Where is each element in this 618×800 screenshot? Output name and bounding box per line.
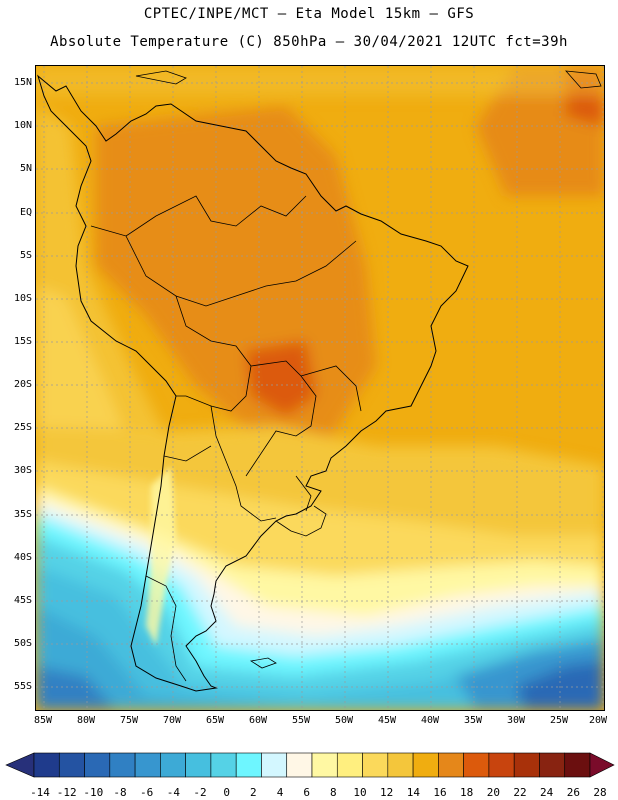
colorbar-swatch bbox=[438, 752, 464, 778]
lat-label: 25S bbox=[13, 422, 32, 433]
colorbar-under-arrow bbox=[5, 752, 35, 778]
colorbar-swatch bbox=[488, 752, 515, 778]
colorbar-tick-label: 24 bbox=[540, 786, 554, 799]
lat-label: 20S bbox=[13, 379, 32, 390]
lat-label: 10S bbox=[13, 293, 32, 304]
colorbar-tick-label: 4 bbox=[276, 786, 284, 799]
colorbar-swatch bbox=[412, 752, 439, 778]
lat-label: 30S bbox=[13, 465, 32, 476]
lon-label: 40W bbox=[420, 715, 440, 726]
colorbar-swatches bbox=[5, 752, 615, 778]
colorbar-tick-label: 6 bbox=[303, 786, 310, 799]
lat-label: 15S bbox=[13, 336, 32, 347]
colorbar-tick-label: -6 bbox=[140, 786, 154, 799]
colorbar-swatch bbox=[539, 752, 566, 778]
lat-label: 50S bbox=[13, 638, 32, 649]
colorbar-swatch bbox=[564, 752, 591, 778]
colorbar-tick-label: -10 bbox=[83, 786, 104, 799]
colorbar-swatch bbox=[286, 752, 313, 778]
colorbar-tick-label: 0 bbox=[223, 786, 230, 799]
temp-band-14-west bbox=[36, 286, 131, 446]
lat-label: 45S bbox=[13, 595, 32, 606]
colorbar-tick-label: 26 bbox=[566, 786, 580, 799]
colorbar-tick-label: 2 bbox=[250, 786, 257, 799]
colorbar-tick-label: -14 bbox=[30, 786, 50, 799]
lat-label: 40S bbox=[13, 552, 32, 563]
lon-label: 65W bbox=[205, 715, 225, 726]
colorbar-swatch bbox=[84, 752, 111, 778]
lon-label: 55W bbox=[291, 715, 311, 726]
colorbar-swatch bbox=[33, 752, 60, 778]
lon-label: 75W bbox=[119, 715, 139, 726]
lon-label: 60W bbox=[248, 715, 268, 726]
colorbar-swatch bbox=[160, 752, 186, 778]
graticule bbox=[36, 66, 604, 710]
colorbar-tick-label: -4 bbox=[166, 786, 180, 799]
lat-label: 35S bbox=[13, 509, 32, 520]
temp-band-m10-e bbox=[516, 661, 604, 710]
temp-band-m8-sw bbox=[36, 666, 116, 710]
colorbar-tick-label: 12 bbox=[380, 786, 394, 799]
colorbar-swatch bbox=[387, 752, 414, 778]
temp-band-22-core bbox=[246, 341, 316, 416]
caribbean-islands bbox=[135, 70, 187, 85]
colorbar-swatch bbox=[311, 752, 338, 778]
lon-label: 50W bbox=[334, 715, 354, 726]
country-borders bbox=[90, 195, 362, 682]
lon-label: 20W bbox=[588, 715, 608, 726]
colorbar-tick-label: 28 bbox=[593, 786, 607, 799]
colorbar-tick-label: 16 bbox=[433, 786, 447, 799]
temperature-field bbox=[36, 66, 604, 710]
colorbar-swatch bbox=[261, 752, 288, 778]
colorbar-tick-label: 20 bbox=[486, 786, 500, 799]
lon-label: 45W bbox=[377, 715, 397, 726]
lat-label: 10N bbox=[13, 120, 32, 131]
south-america-coastline bbox=[37, 74, 469, 692]
lat-label: 5S bbox=[19, 250, 32, 261]
title-line-2: Absolute Temperature (C) 850hPa – 30/04/… bbox=[50, 34, 568, 50]
andes-cool-streak bbox=[146, 466, 176, 646]
lat-label: EQ bbox=[19, 207, 32, 218]
colorbar-swatch bbox=[362, 752, 389, 778]
colorbar-tick-label: -8 bbox=[113, 786, 127, 799]
temp-band-m2 bbox=[36, 566, 604, 710]
lat-label: 15N bbox=[13, 77, 32, 88]
colorbar-swatch bbox=[58, 752, 85, 778]
title-line-1: CPTEC/INPE/MCT – Eta Model 15km – GFS bbox=[143, 6, 475, 22]
lon-label: 70W bbox=[162, 715, 182, 726]
falkland-islands bbox=[249, 657, 277, 669]
colorbar-tick-label: -2 bbox=[193, 786, 207, 799]
colorbar-over-arrow bbox=[589, 752, 615, 778]
colorbar-swatch bbox=[109, 752, 136, 778]
lat-label: 5N bbox=[19, 163, 32, 174]
colorbar bbox=[0, 748, 618, 800]
lon-label: 25W bbox=[549, 715, 569, 726]
colorbar-swatch bbox=[185, 752, 212, 778]
lat-label: 55S bbox=[13, 681, 32, 692]
ne-islands bbox=[565, 70, 602, 89]
colorbar-swatch bbox=[210, 752, 237, 778]
lon-label: 30W bbox=[506, 715, 526, 726]
colorbar-tick-label: 10 bbox=[353, 786, 367, 799]
colorbar-tick-label: 14 bbox=[406, 786, 420, 799]
temp-band-0 bbox=[36, 536, 604, 710]
colorbar-tick-label: 22 bbox=[513, 786, 527, 799]
colorbar-tick-label: 8 bbox=[330, 786, 337, 799]
colorbar-tick-label: 18 bbox=[460, 786, 474, 799]
temp-band-16-north bbox=[36, 66, 604, 96]
colorbar-swatch bbox=[336, 752, 363, 778]
temperature-map bbox=[35, 65, 605, 711]
colorbar-swatch bbox=[235, 752, 262, 778]
colorbar-tick-label: -12 bbox=[56, 786, 77, 799]
colorbar-swatch bbox=[134, 752, 161, 778]
lon-label: 35W bbox=[463, 715, 483, 726]
colorbar-swatch bbox=[513, 752, 540, 778]
temp-band-m4-w bbox=[36, 606, 286, 710]
lon-label: 80W bbox=[76, 715, 96, 726]
colorbar-swatch bbox=[463, 752, 490, 778]
lon-label: 85W bbox=[33, 715, 53, 726]
